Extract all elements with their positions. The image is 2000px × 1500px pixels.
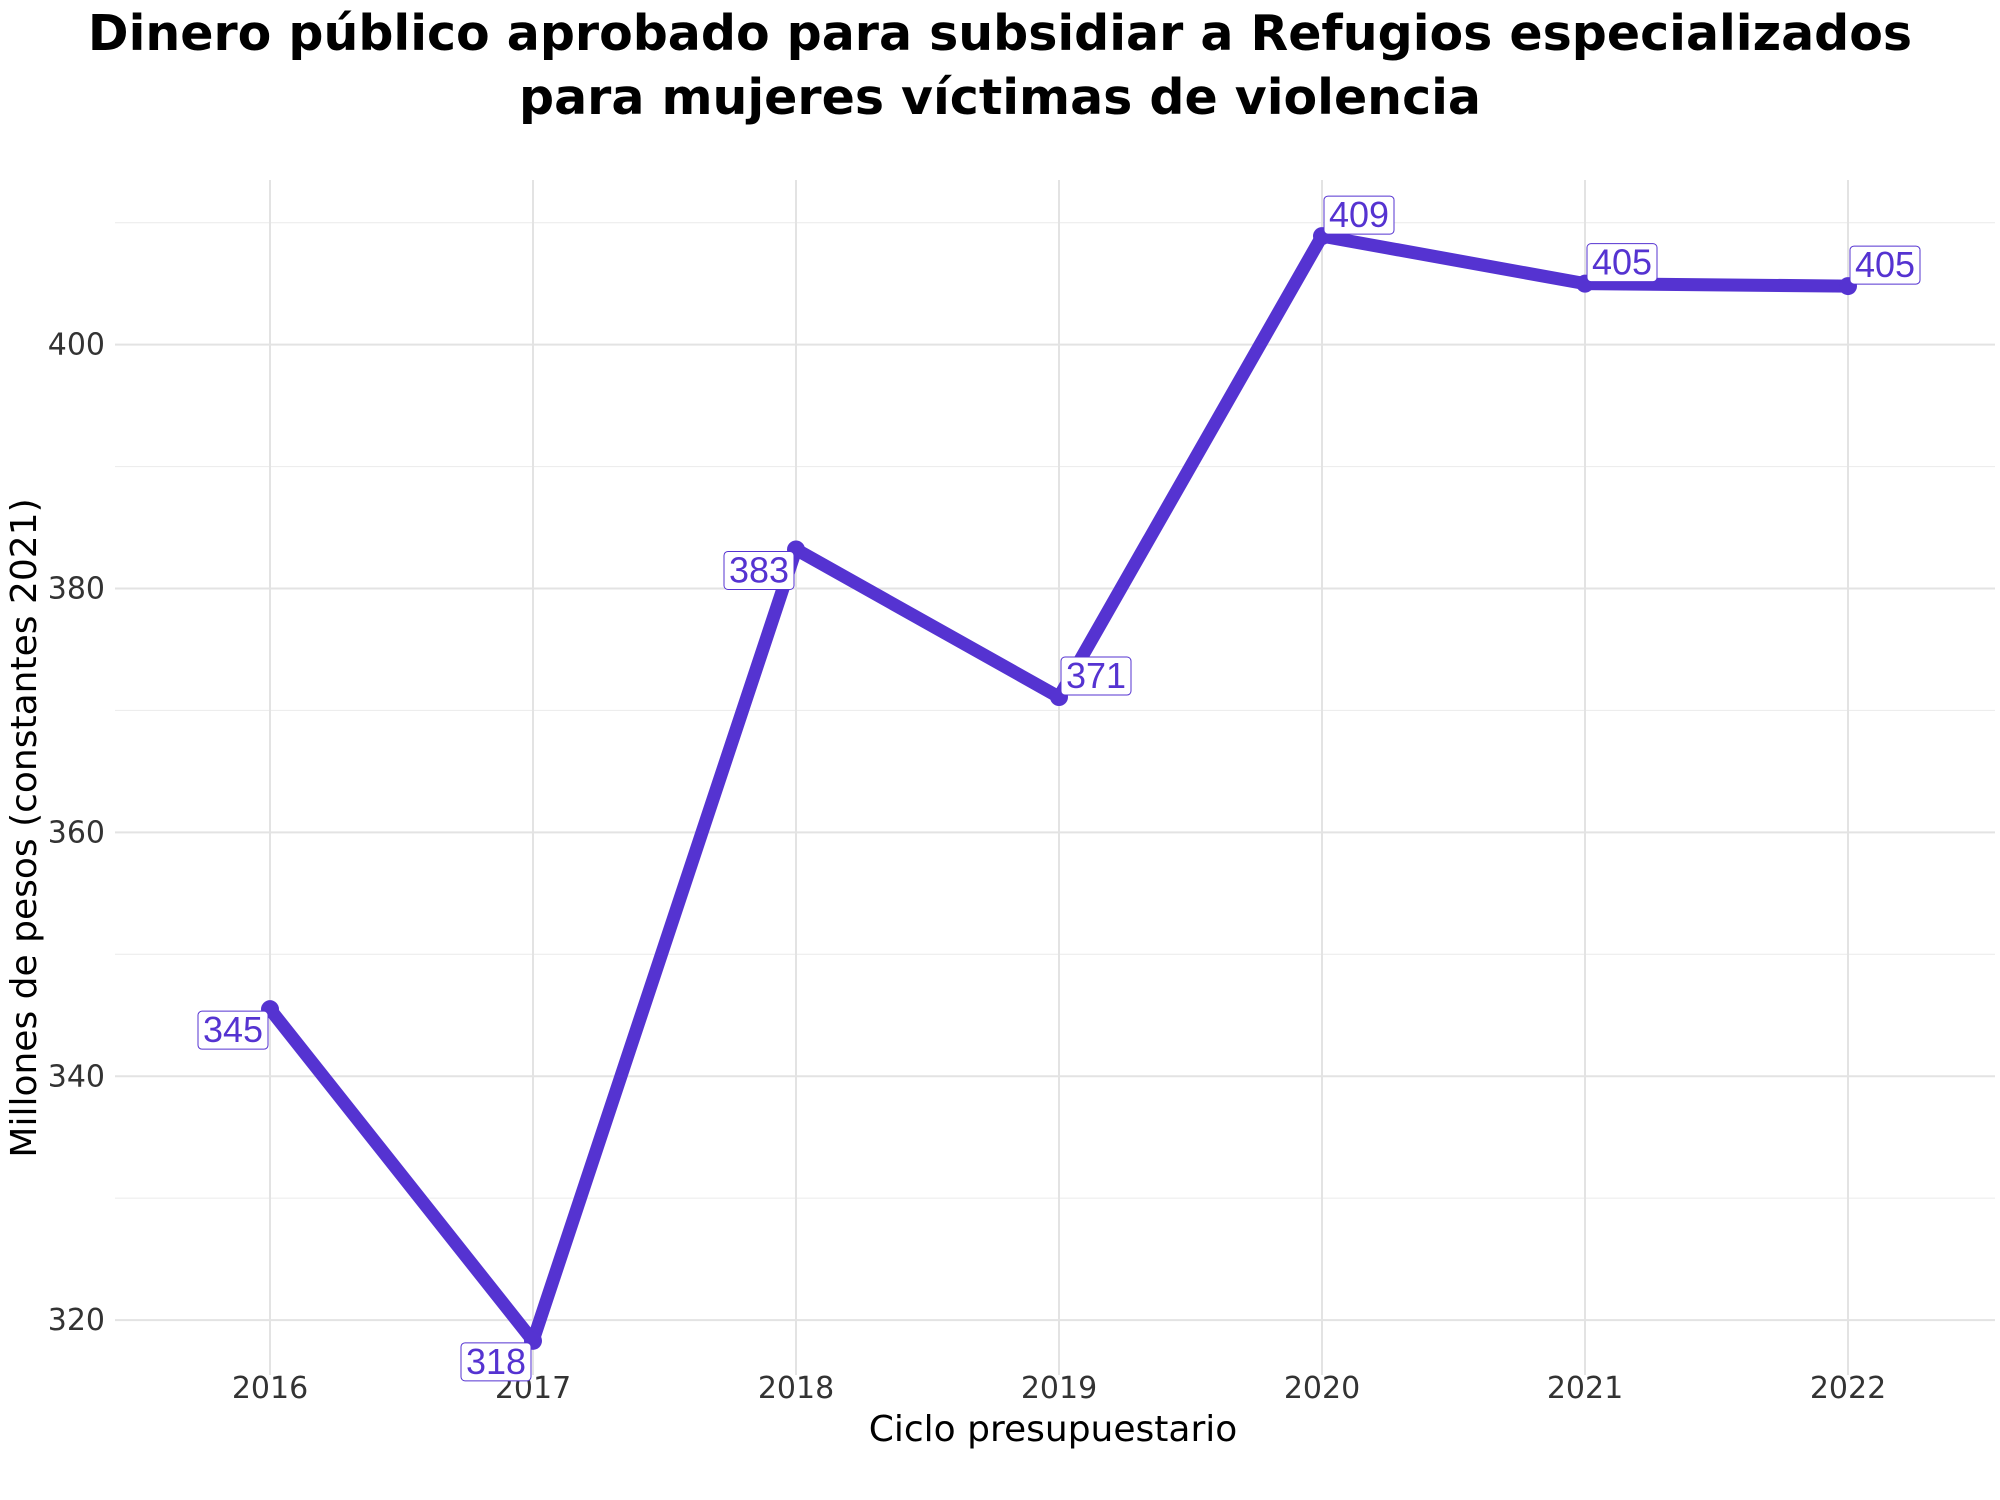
data-label-box-2022	[1849, 245, 1921, 285]
x-tick-label-2019: 2019	[1021, 1371, 1097, 1406]
data-label-2017: 318	[466, 1341, 526, 1382]
x-axis-title: Ciclo presupuestario	[869, 1409, 1238, 1450]
data-labels-group: 345 318 383 371 409 405 405	[197, 194, 1921, 1382]
data-label-2020: 409	[1329, 194, 1389, 235]
data-label-box-2020	[1323, 195, 1395, 235]
minor-gridlines	[115, 222, 1995, 1199]
y-axis-title: Millones de pesos (constantes 2021)	[4, 498, 45, 1157]
data-label-2018: 383	[729, 549, 789, 590]
data-label-2022: 405	[1855, 244, 1915, 285]
y-tick-label-400: 400	[48, 328, 105, 363]
y-tick-label-320: 320	[48, 1303, 105, 1338]
x-tick-label-2021: 2021	[1547, 1371, 1623, 1406]
chart-title-line-2: para mujeres víctimas de violencia	[519, 69, 1481, 126]
y-tick-label-340: 340	[48, 1059, 105, 1094]
data-label-box-2016	[197, 1010, 269, 1050]
data-label-box-2019	[1060, 656, 1132, 696]
x-tick-label-2018: 2018	[758, 1371, 834, 1406]
chart-title-line-1: Dinero público aprobado para subsidiar a…	[87, 5, 1913, 62]
x-tick-label-2020: 2020	[1284, 1371, 1360, 1406]
y-tick-label-360: 360	[48, 815, 105, 850]
x-tick-label-2022: 2022	[1810, 1371, 1886, 1406]
chart-title: Dinero público aprobado para subsidiar a…	[0, 2, 2000, 130]
data-label-box-2018	[723, 550, 795, 590]
data-label-2016: 345	[203, 1009, 263, 1050]
data-label-box-2021	[1586, 243, 1658, 283]
y-tick-label-380: 380	[48, 571, 105, 606]
major-gridlines	[115, 180, 1995, 1375]
data-label-2021: 405	[1592, 242, 1652, 283]
x-tick-label-2016: 2016	[232, 1371, 308, 1406]
y-axis-ticks: 320 340 360 380 400	[48, 328, 105, 1339]
data-label-2019: 371	[1066, 655, 1126, 696]
data-label-box-2017	[460, 1342, 532, 1382]
